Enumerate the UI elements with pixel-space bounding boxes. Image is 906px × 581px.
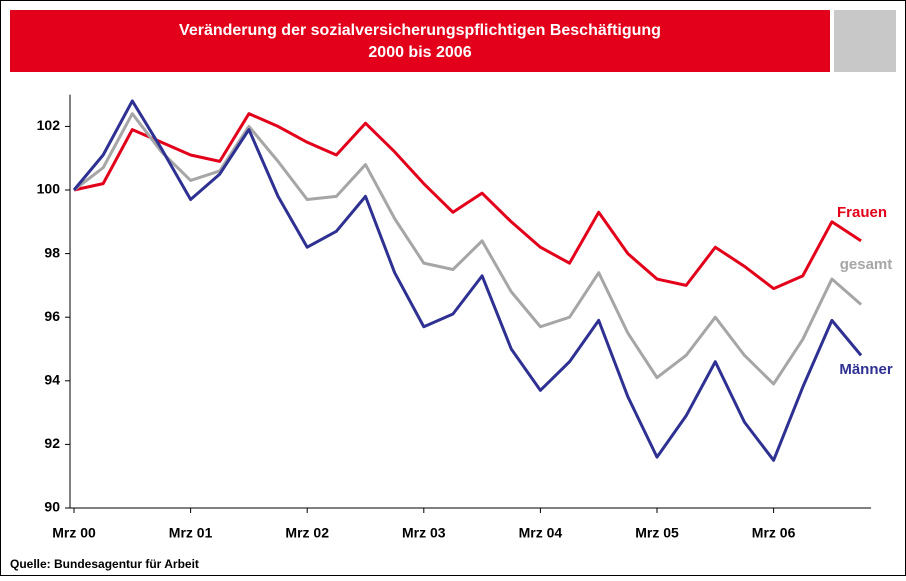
series-line: [73, 112, 863, 386]
series-label: Frauen: [837, 204, 887, 221]
title-bar: [10, 10, 830, 72]
source: Quelle: Bundesagentur für Arbeit: [10, 557, 199, 571]
x-tick-label: Mrz 00: [52, 525, 96, 541]
x-tick-label: Mrz 06: [752, 525, 796, 541]
x-tick-label: Mrz 03: [402, 525, 446, 541]
x-tick-label: Mrz 01: [169, 525, 213, 541]
series-label: gesamt: [840, 256, 893, 273]
y-tick-label: 102: [37, 117, 61, 133]
title-box: [834, 10, 896, 72]
x-tick-label: Mrz 04: [519, 525, 563, 541]
x-tick-label: Mrz 02: [285, 525, 329, 541]
series-line: [72, 99, 863, 462]
y-tick-label: 96: [44, 308, 60, 324]
y-tick-label: 94: [44, 372, 60, 388]
x-tick-label: Mrz 05: [635, 525, 679, 541]
series-label: Männer: [839, 361, 893, 378]
chart-title: Veränderung der sozialversicherungspflic…: [179, 22, 661, 39]
y-tick-label: 100: [37, 181, 61, 197]
y-tick-label: 90: [44, 499, 60, 515]
series-line: [73, 112, 862, 291]
y-tick-label: 92: [44, 435, 60, 451]
chart-subtitle: 2000 bis 2006: [368, 44, 471, 61]
y-tick-label: 98: [44, 244, 60, 260]
